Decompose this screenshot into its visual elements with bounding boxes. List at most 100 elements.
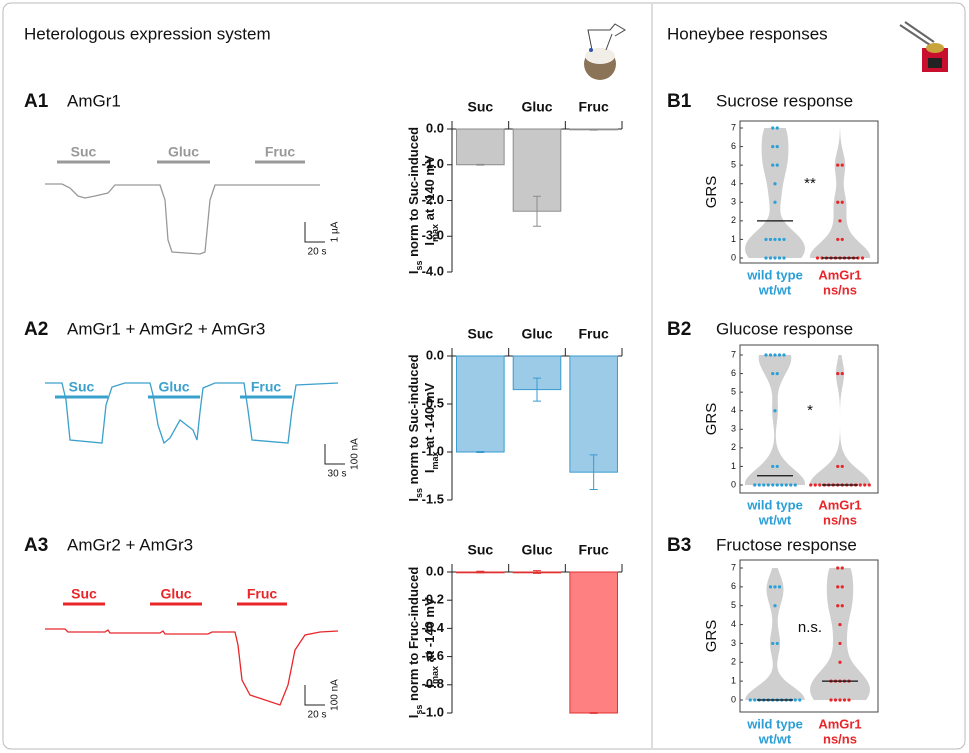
y-tick-label: 1 (731, 461, 736, 471)
point (777, 256, 782, 260)
violin (745, 355, 805, 485)
point (847, 698, 851, 702)
point (833, 698, 838, 702)
y-axis-label-part: at -140 mV (422, 597, 437, 666)
scale-label: 30 s (328, 469, 347, 480)
y-tick-label: 5 (731, 600, 736, 610)
y-tick-label: -3.0 (422, 228, 444, 243)
bar (456, 355, 505, 453)
point (775, 163, 779, 167)
x-tick-label: Fruc (578, 326, 609, 342)
panel-title: AmGr1 + AmGr2 + AmGr3 (67, 319, 265, 338)
point (768, 256, 773, 260)
point (764, 237, 768, 242)
y-axis-label-part: I (406, 271, 421, 275)
y-tick-label: 3 (731, 424, 736, 434)
point (764, 353, 768, 357)
y-tick-label: 6 (731, 141, 736, 151)
point (773, 200, 777, 204)
point (771, 144, 775, 149)
point (836, 566, 840, 570)
stimulus-label: Gluc (168, 144, 199, 160)
violin (810, 568, 870, 700)
y-axis-label-part: max (430, 224, 440, 242)
point (773, 604, 777, 608)
point (780, 483, 784, 487)
stimulus-label: Suc (71, 586, 97, 602)
y-tick-label: 0 (731, 252, 736, 262)
point (815, 256, 820, 260)
y-tick-label: 2 (731, 442, 736, 452)
y-tick-label: 0 (731, 479, 736, 489)
y-axis-label-part: max (430, 452, 440, 470)
point (775, 641, 779, 646)
category-label: wt/wt (758, 731, 792, 746)
y-tick-label: 7 (731, 562, 736, 572)
point (775, 464, 779, 469)
panel-label: A1 (24, 91, 49, 112)
stimulus-label: Gluc (158, 379, 189, 395)
y-tick-label: -0.2 (422, 592, 444, 607)
y-tick-label: 4 (731, 178, 736, 188)
point (838, 622, 842, 627)
point (777, 237, 782, 242)
point (771, 641, 775, 646)
scale-label: 100 nA (350, 438, 361, 470)
point (777, 585, 782, 589)
point (793, 483, 797, 487)
trace (45, 183, 320, 255)
point (771, 483, 775, 487)
category-label: AmGr1 (818, 716, 861, 731)
header: Honeybee responses (667, 24, 828, 43)
y-axis-label-part: at -140 mV (422, 383, 437, 452)
y-axis-label-part: max (430, 666, 440, 684)
point (768, 237, 773, 242)
point (836, 163, 840, 167)
point (753, 698, 757, 702)
y-tick-label: 6 (731, 581, 736, 591)
point (773, 182, 777, 186)
x-tick-label: Gluc (521, 99, 552, 115)
point (775, 144, 779, 149)
stimulus-label: Gluc (160, 586, 191, 602)
panel-label: A2 (24, 319, 48, 340)
y-tick-label: -0.4 (422, 620, 445, 635)
point (762, 483, 766, 487)
y-tick-label: -0.5 (422, 395, 444, 410)
stimulus-label: Fruc (247, 586, 278, 602)
category-label: AmGr1 (818, 267, 861, 282)
point (773, 256, 777, 260)
y-tick-label: 6 (731, 368, 736, 378)
point (782, 237, 786, 242)
panel-label: A3 (24, 535, 48, 556)
y-tick-label: 2 (731, 215, 736, 225)
x-tick-label: Suc (467, 99, 493, 115)
y-axis-label-part: I (406, 715, 421, 719)
point (863, 483, 867, 487)
error-bar (476, 451, 485, 453)
y-axis-label-part: ss (414, 488, 424, 498)
panel-title: Glucose response (716, 319, 853, 338)
point (867, 483, 871, 487)
point (818, 483, 822, 487)
y-tick-label: -1.0 (422, 156, 444, 171)
annotation: * (807, 402, 813, 419)
point (771, 371, 775, 376)
y-tick-label: 7 (731, 349, 736, 359)
y-axis-label: Imax at -140 mV (422, 383, 440, 474)
y-axis-label: GRS (703, 176, 720, 209)
y-axis-label-part: I (422, 470, 437, 474)
scale-label: 20 s (308, 247, 327, 258)
category-label: wild type (746, 497, 803, 512)
header: Heterologous expression system (24, 24, 271, 43)
y-axis-label: Imax at -140 mV (422, 597, 440, 688)
category-label: wild type (746, 716, 803, 731)
panel-title: AmGr1 (67, 91, 121, 110)
point (840, 371, 844, 376)
point (753, 483, 757, 487)
y-axis-label-part: ss (414, 260, 424, 270)
y-axis-label-part: norm to Suc-induced (406, 127, 421, 261)
point (838, 698, 842, 702)
error-bar (589, 128, 598, 131)
